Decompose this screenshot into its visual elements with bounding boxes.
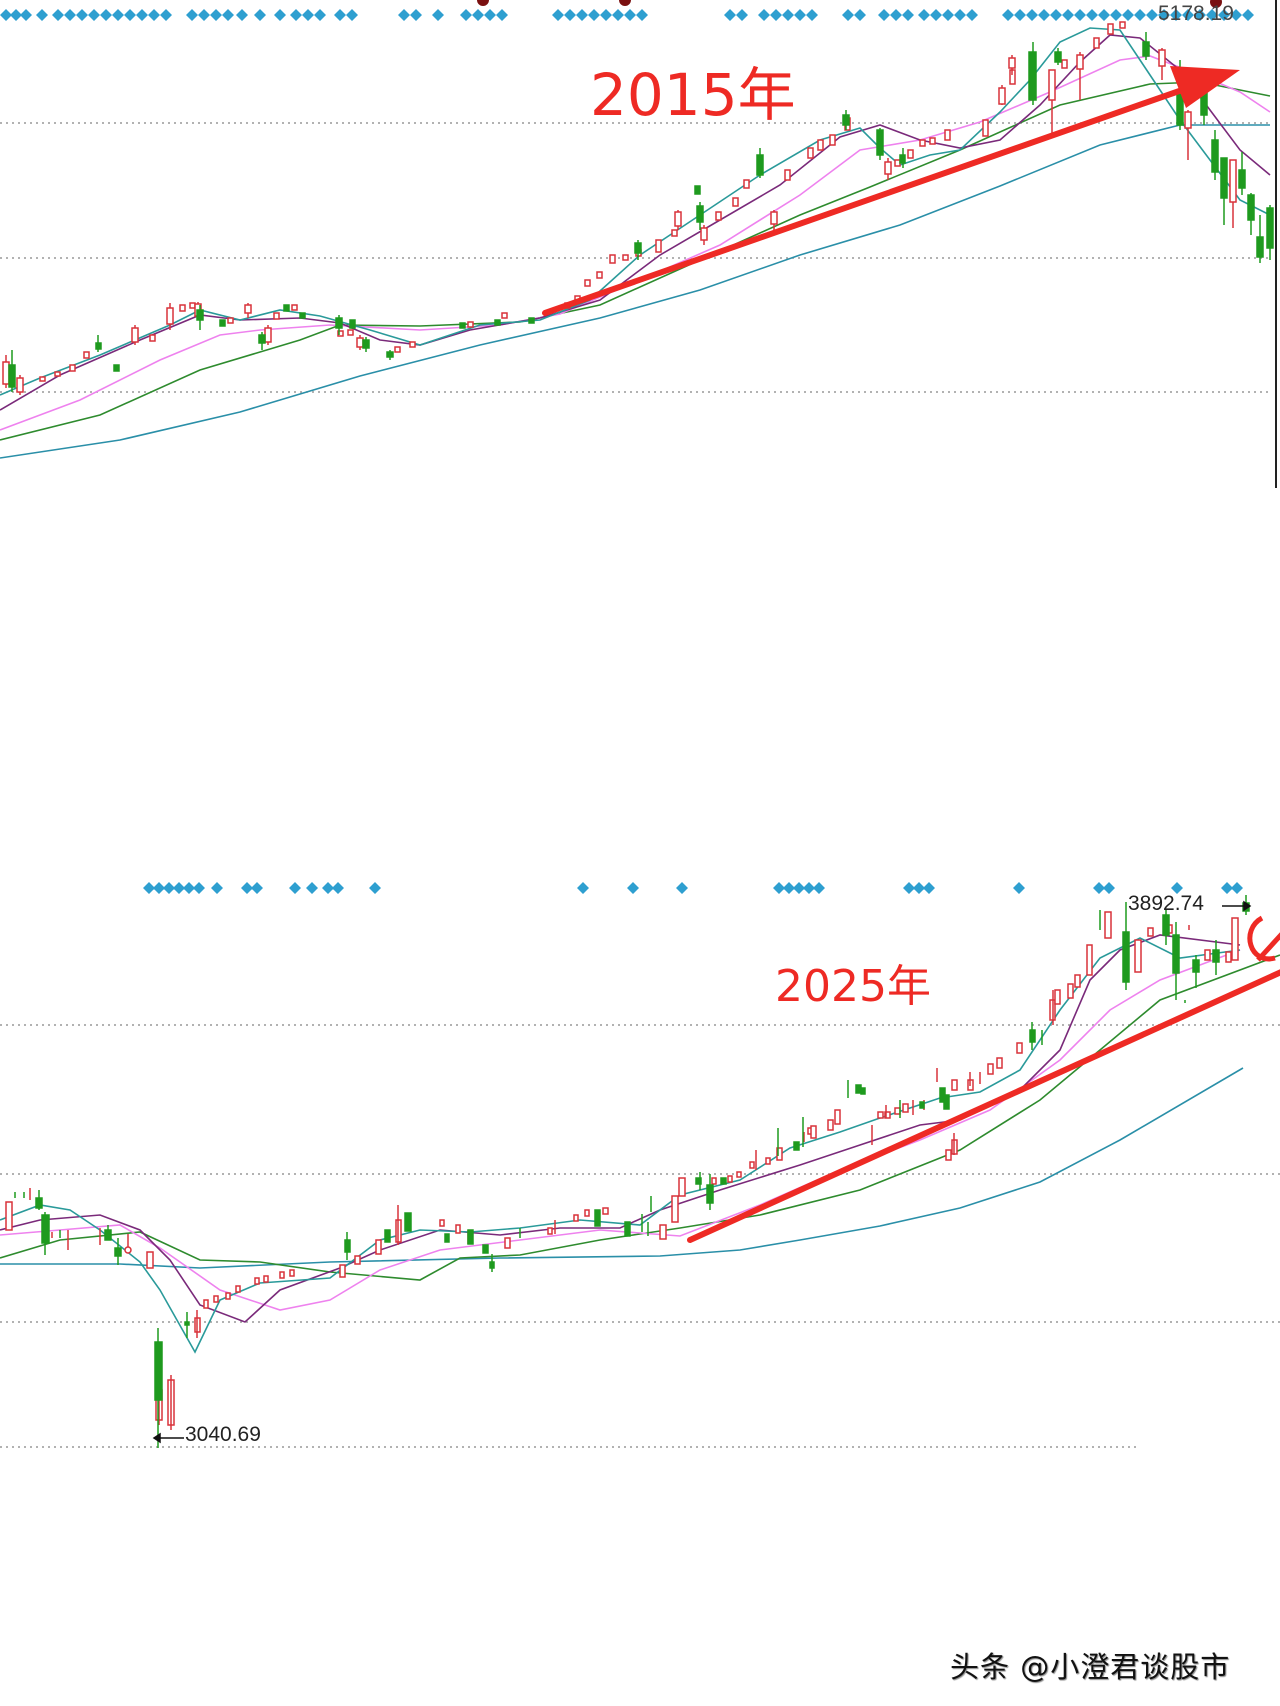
- moving-averages-2025: [0, 934, 1280, 1354]
- chart-2025: 2025年: [0, 860, 1280, 1460]
- year-label-2015: 2015年: [590, 61, 796, 129]
- ma20-line: [0, 949, 1241, 1311]
- ma10-line: [0, 934, 1241, 1323]
- ma120-line: [0, 1067, 1244, 1269]
- ma120-line: [0, 124, 1270, 459]
- high-marker-arrow-2025: [1222, 900, 1252, 912]
- ma60-line: [0, 81, 1271, 441]
- signal-markers-2025: [143, 882, 1243, 894]
- grid-2015: [0, 122, 1270, 393]
- grid-2025: [0, 1024, 1280, 1448]
- low-marker-arrow-2025: [152, 1432, 184, 1444]
- chart-2025-canvas: [0, 882, 1280, 1448]
- ma5-line: [0, 27, 1271, 396]
- candles-2015: [2, 21, 1274, 395]
- candles-2025: [5, 895, 1250, 1448]
- signal-markers-2015: [0, 0, 1254, 21]
- trend-arrow-2025: [687, 915, 1280, 1243]
- ma20-line: [0, 55, 1271, 431]
- watermark: 头条 @小澄君谈股市: [950, 1650, 1231, 1684]
- low-price-label-2025: 3040.69: [185, 1423, 261, 1446]
- high-price-label-2025: 3892.74: [1128, 892, 1204, 915]
- year-label-2025: 2025年: [775, 961, 931, 1012]
- chart-2015: 2015年 5178.19: [0, 0, 1280, 490]
- high-price-label-2015: 5178.19: [1158, 2, 1234, 25]
- chart-2015-canvas: [0, 0, 1277, 488]
- moving-averages-2015: [0, 27, 1271, 459]
- ma5-line: [0, 937, 1241, 1354]
- ma60-line: [0, 954, 1280, 1281]
- trend-arrow-2015: [542, 66, 1240, 316]
